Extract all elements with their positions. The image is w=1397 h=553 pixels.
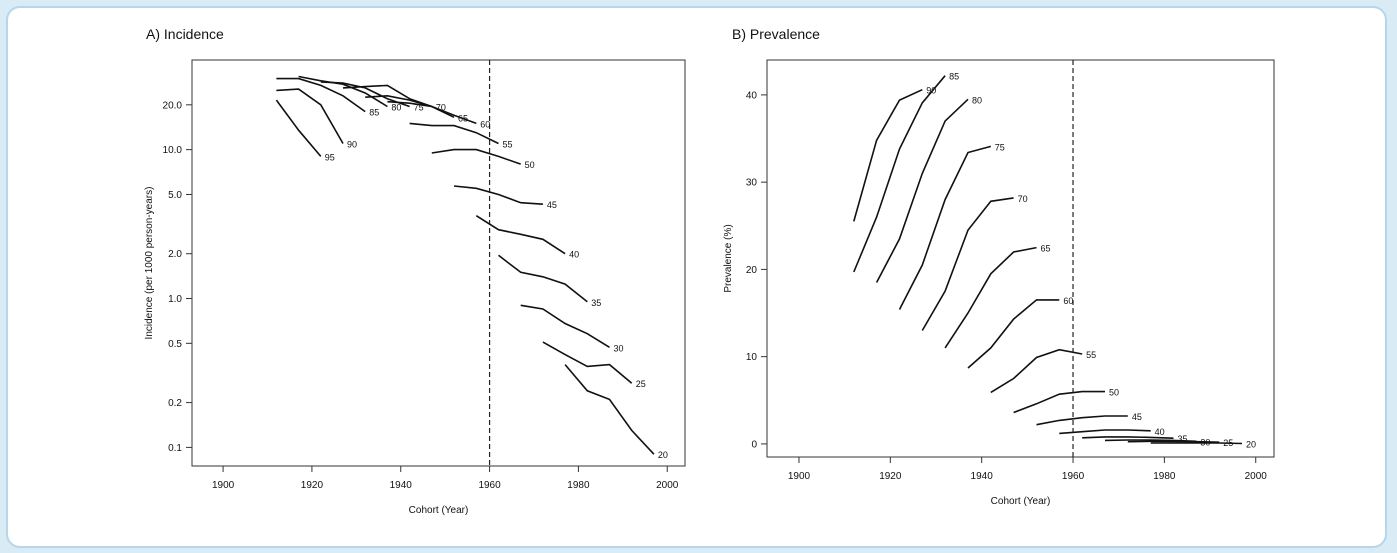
series-label-75: 75 [414, 102, 424, 112]
series-label-70: 70 [436, 102, 446, 112]
panel-a-title: A) Incidence [146, 26, 224, 42]
x-tick-label: 1940 [971, 471, 994, 482]
series-line-20 [564, 364, 655, 455]
x-tick-label: 1960 [1062, 471, 1085, 482]
series-line-95 [275, 99, 322, 157]
x-axis-label: Cohort (Year) [991, 496, 1051, 507]
y-tick-label: 10.0 [163, 145, 183, 156]
series-line-80 [875, 98, 969, 283]
plot-frame [191, 59, 686, 467]
series-label-80: 80 [972, 95, 982, 105]
y-tick-label: 30 [746, 178, 758, 189]
series-label-40: 40 [569, 250, 579, 260]
y-axis-label: Incidence (per 1000 person-years) [144, 187, 155, 340]
series-label-45: 45 [547, 200, 557, 210]
x-tick-label: 1920 [301, 480, 324, 491]
series-line-50 [431, 148, 521, 165]
series-line-30 [520, 304, 610, 348]
series-line-45 [453, 185, 543, 205]
series-label-80: 80 [391, 102, 401, 112]
series-line-70 [921, 197, 1014, 331]
y-tick-label: 20 [746, 265, 758, 276]
y-tick-label: 0.5 [168, 339, 182, 350]
y-axis-label: Prevalence (%) [723, 224, 734, 292]
series-label-55: 55 [502, 139, 512, 149]
series-line-35 [498, 254, 588, 303]
series-label-50: 50 [1109, 388, 1119, 398]
series-line-90 [853, 88, 923, 222]
y-tick-label: 0.1 [168, 443, 182, 454]
series-label-20: 20 [1246, 439, 1256, 449]
series-label-20: 20 [658, 450, 668, 460]
series-label-40: 40 [1155, 427, 1165, 437]
incidence-chart: 1900 1920 1940 1960 1980 2000 0.1 0.2 0.5 1.0 2.0 5… [144, 59, 686, 516]
series-label-95: 95 [325, 152, 335, 162]
series-line-65 [944, 246, 1037, 349]
series-label-65: 65 [1040, 244, 1050, 254]
x-axis-label: Cohort (Year) [409, 505, 469, 516]
y-tick-label: 0 [751, 439, 757, 450]
y-tick-label: 40 [746, 90, 758, 101]
y-tick-label: 2.0 [168, 249, 182, 260]
series-line-25 [1127, 440, 1220, 443]
figure-frame [6, 6, 1387, 548]
prevalence-chart: 1900 1920 1940 1960 1980 2000 0 10 20 30 40 Cohort … [723, 59, 1275, 507]
series-line-25 [542, 341, 633, 384]
x-tick-label: 1900 [212, 480, 235, 491]
series-label-35: 35 [1178, 434, 1188, 444]
series-label-55: 55 [1086, 350, 1096, 360]
series-label-45: 45 [1132, 412, 1142, 422]
series-label-25: 25 [636, 379, 646, 389]
y-tick-label: 5.0 [168, 190, 182, 201]
series-line-55 [409, 122, 499, 145]
series-line-85 [853, 75, 946, 273]
series-line-60 [387, 100, 477, 125]
x-tick-label: 2000 [656, 480, 679, 491]
series-line-50 [1013, 390, 1105, 414]
x-tick-label: 1920 [879, 471, 902, 482]
series-label-60: 60 [1063, 296, 1073, 306]
y-tick-label: 0.2 [168, 398, 182, 409]
series-line-35 [1082, 436, 1174, 439]
series-label-30: 30 [613, 343, 623, 353]
plot-frame [766, 59, 1275, 458]
x-tick-label: 1960 [478, 480, 501, 491]
series-label-35: 35 [591, 298, 601, 308]
x-tick-label: 1900 [788, 471, 811, 482]
series-line-75 [320, 81, 410, 108]
series-label-90: 90 [347, 139, 357, 149]
y-tick-label: 1.0 [168, 294, 182, 305]
series-label-50: 50 [525, 160, 535, 170]
series-line-40 [1059, 429, 1151, 435]
series-line-90 [276, 88, 344, 144]
x-tick-label: 1980 [567, 480, 590, 491]
series-label-75: 75 [995, 142, 1005, 152]
panel-b-title: B) Prevalence [732, 26, 820, 42]
series-label-60: 60 [480, 119, 490, 129]
series-line-85 [276, 77, 366, 113]
y-tick-label: 20.0 [163, 100, 183, 111]
x-tick-label: 1940 [390, 480, 413, 491]
series-line-40 [475, 215, 566, 255]
series-line-45 [1036, 415, 1128, 426]
series-line-70 [342, 84, 433, 108]
x-tick-label: 1980 [1153, 471, 1176, 482]
series-label-85: 85 [949, 72, 959, 82]
series-label-85: 85 [369, 108, 379, 118]
y-tick-label: 10 [746, 352, 758, 363]
series-line-20 [1150, 442, 1243, 445]
series-line-55 [990, 348, 1083, 394]
series-label-70: 70 [1018, 194, 1028, 204]
series-line-75 [898, 145, 992, 310]
x-tick-label: 2000 [1245, 471, 1268, 482]
series-line-60 [967, 299, 1060, 369]
series-label-90: 90 [926, 86, 936, 96]
